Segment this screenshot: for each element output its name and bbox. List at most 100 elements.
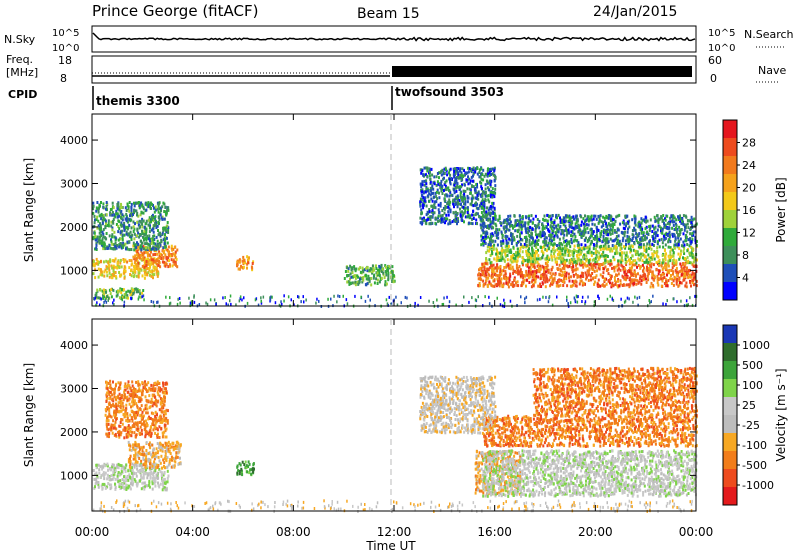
scatter-cell (515, 221, 517, 225)
scatter-cell (380, 269, 383, 273)
scatter-cell (623, 300, 626, 304)
scatter-cell (521, 238, 524, 242)
scatter-cell (446, 194, 449, 198)
scatter-cell (501, 236, 504, 240)
scatter-cell (362, 268, 364, 272)
scatter-cell (663, 249, 666, 252)
scatter-cell (530, 271, 532, 275)
scatter-cell (571, 253, 574, 257)
scatter-cell (147, 262, 150, 266)
scatter-cell (150, 470, 153, 474)
scatter-cell (584, 238, 586, 242)
nave-tick-bottom: 0 (710, 72, 717, 85)
scatter-cell (375, 267, 378, 270)
scatter-cell (434, 200, 436, 204)
scatter-cell (620, 256, 623, 260)
scatter-cell (488, 258, 491, 262)
scatter-cell (246, 301, 249, 305)
scatter-cell (488, 302, 491, 306)
scatter-cell (440, 183, 442, 187)
scatter-cell (384, 264, 387, 268)
scatter-cell (149, 273, 151, 277)
scatter-cell (553, 252, 555, 256)
scatter-cell (497, 255, 500, 259)
scatter-cell (648, 299, 650, 302)
scatter-cell (515, 242, 518, 245)
scatter-cell (606, 297, 609, 301)
scatter-cell (557, 230, 560, 234)
scatter-cell (136, 259, 139, 263)
scatter-cell (644, 237, 647, 241)
scatter-cell (666, 273, 668, 277)
scatter-cell (97, 296, 100, 300)
scatter-cell (690, 246, 693, 249)
scatter-cell (505, 275, 508, 279)
scatter-cell (150, 247, 152, 251)
scatter-cell (113, 463, 115, 467)
scatter-cell (95, 246, 98, 250)
scatter-cell (612, 225, 614, 229)
scatter-cell (154, 222, 157, 226)
scatter-cell (380, 277, 383, 280)
scatter-cell (519, 225, 522, 229)
scatter-cell (591, 222, 594, 226)
scatter-cell (562, 236, 565, 240)
scatter-cell (142, 476, 145, 480)
scatter-cell (283, 299, 285, 303)
scatter-cell (442, 189, 445, 192)
scatter-cell (162, 251, 165, 255)
scatter-cell (568, 276, 570, 280)
scatter-cell (359, 277, 361, 281)
scatter-cell (92, 263, 95, 267)
scatter-cell (517, 240, 519, 244)
scatter-cell (603, 219, 606, 223)
scatter-cell (364, 283, 367, 287)
scatter-cell (554, 232, 557, 236)
scatter-cell (131, 469, 134, 473)
scatter-cell (621, 221, 624, 225)
scatter-cell (118, 296, 121, 300)
scatter-cell (607, 222, 610, 226)
scatter-cell (574, 222, 577, 226)
y-tick-label: 3000 (60, 178, 88, 191)
scatter-cell (664, 264, 666, 268)
scatter-cell (137, 242, 140, 246)
scatter-cell (491, 270, 493, 274)
scatter-cell (559, 283, 562, 287)
scatter-cell (504, 236, 507, 240)
scatter-cell (120, 246, 123, 250)
scatter-cell (668, 238, 671, 242)
scatter-cell (137, 275, 140, 279)
scatter-cell (551, 258, 554, 262)
scatter-cell (679, 231, 682, 235)
scatter-cell (136, 211, 139, 215)
scatter-cell (102, 288, 105, 292)
scatter-cell (596, 250, 599, 254)
scatter-cell (118, 214, 121, 218)
scatter-cell (479, 204, 482, 208)
scatter-cell (435, 200, 438, 204)
scatter-cell (465, 178, 468, 182)
scatter-cell (595, 249, 598, 253)
colorbar-swatch (723, 210, 737, 229)
scatter-cell (92, 207, 95, 211)
scatter-cell (467, 166, 470, 170)
scatter-cell (624, 214, 627, 218)
scatter-cell (545, 295, 547, 299)
scatter-cell (574, 268, 577, 272)
scatter-cell (520, 284, 523, 288)
scatter-cell (623, 267, 626, 271)
scatter-cell (686, 222, 689, 226)
scatter-cell (147, 205, 150, 209)
scatter-cell (517, 252, 520, 256)
scatter-cell (457, 175, 460, 179)
scatter-cell (674, 276, 677, 280)
scatter-cell (164, 233, 166, 237)
scatter-cell (133, 287, 136, 291)
scatter-cell (95, 206, 98, 210)
scatter-cell (615, 215, 618, 219)
scatter-cell (136, 227, 139, 231)
scatter-cell (580, 215, 583, 219)
scatter-cell (494, 184, 497, 188)
scatter-cell (587, 223, 590, 227)
